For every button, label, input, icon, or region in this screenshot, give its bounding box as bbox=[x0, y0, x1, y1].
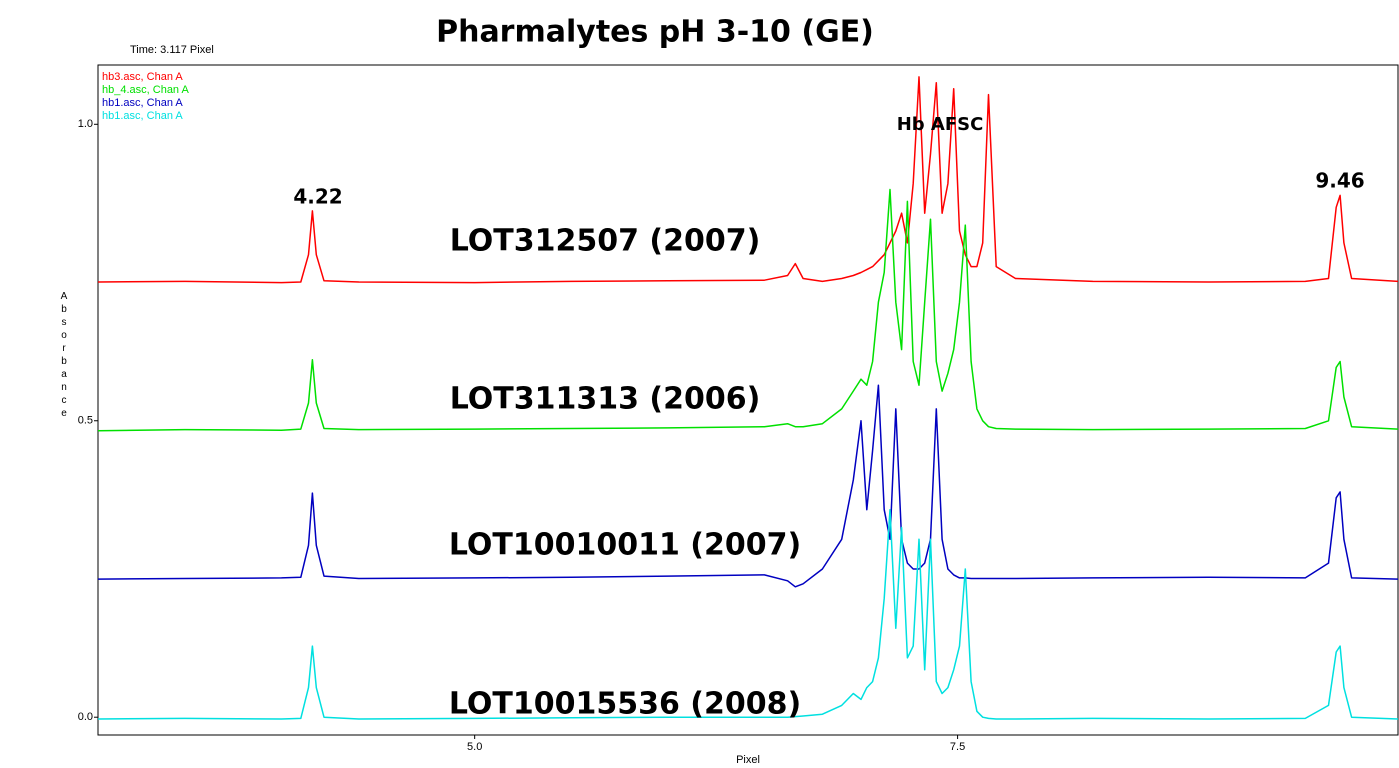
x-tick-label: 5.0 bbox=[467, 741, 482, 753]
chart-title: Pharmalytes pH 3-10 (GE) bbox=[436, 15, 874, 50]
plot-frame bbox=[97, 64, 1399, 736]
y-tick-label: 0.5 bbox=[78, 415, 93, 427]
y-tick-label: 0.0 bbox=[78, 711, 93, 723]
annotation: Hb AFSC bbox=[897, 114, 984, 135]
x-axis-label: Pixel bbox=[736, 754, 760, 766]
annotation: 4.22 bbox=[293, 185, 342, 209]
y-tick-label: 1.0 bbox=[78, 118, 93, 130]
series-line bbox=[97, 76, 1399, 284]
legend-entry: hb_4.asc, Chan A bbox=[102, 84, 190, 96]
annotation: 9.46 bbox=[1315, 169, 1364, 193]
annotation: LOT312507 (2007) bbox=[450, 224, 761, 259]
annotation: LOT10015536 (2008) bbox=[449, 687, 801, 722]
annotation: LOT311313 (2006) bbox=[450, 382, 761, 417]
x-tick-label: 7.5 bbox=[950, 741, 965, 753]
series-line bbox=[97, 508, 1399, 720]
y-axis-label: Absorbance bbox=[60, 291, 68, 419]
legend-entry: hb1.asc, Chan A bbox=[102, 110, 183, 122]
legend-entry: hb3.asc, Chan A bbox=[102, 71, 183, 83]
subtitle: Time: 3.117 Pixel bbox=[130, 44, 214, 56]
legend-entry: hb1.asc, Chan A bbox=[102, 97, 183, 109]
series-line bbox=[97, 188, 1399, 432]
annotation: LOT10010011 (2007) bbox=[449, 528, 801, 563]
